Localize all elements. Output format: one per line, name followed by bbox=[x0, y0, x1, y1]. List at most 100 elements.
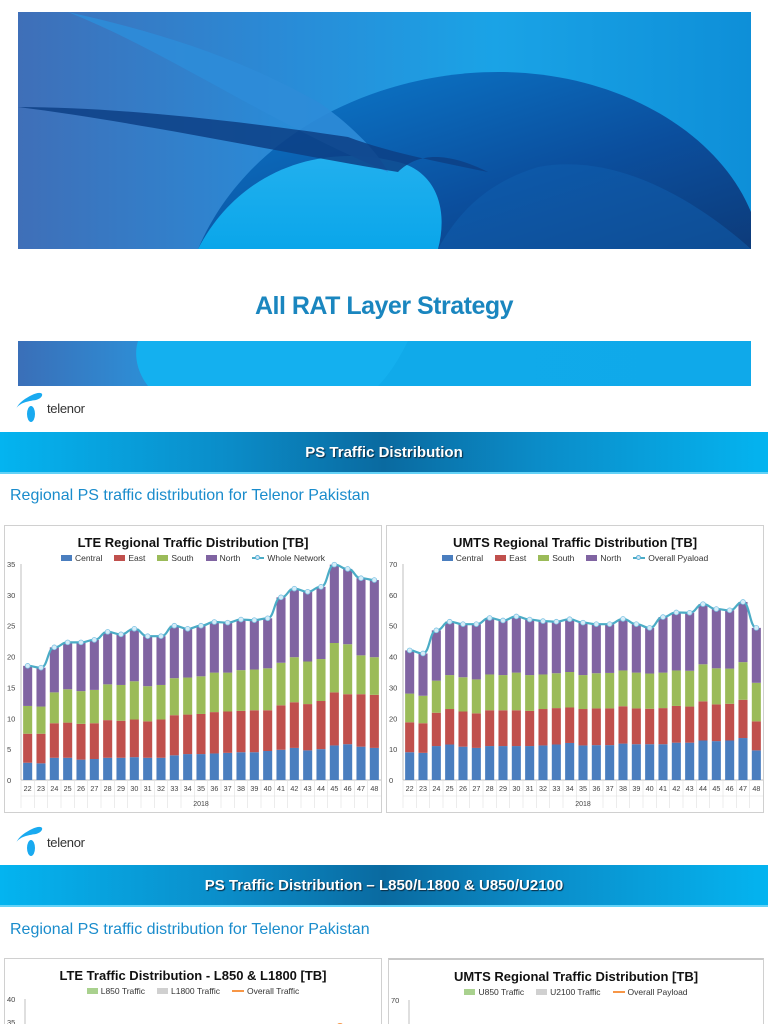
legend-swatch bbox=[495, 555, 507, 561]
chart-title: UMTS Regional Traffic Distribution [TB] bbox=[452, 535, 698, 550]
section-header-ps-traffic: PS Traffic Distribution bbox=[0, 432, 768, 474]
svg-text:34: 34 bbox=[566, 784, 574, 793]
svg-text:2018: 2018 bbox=[193, 801, 209, 808]
svg-text:0: 0 bbox=[389, 776, 393, 785]
legend-item: East bbox=[114, 553, 145, 563]
legend-item: Overall Pyaload bbox=[633, 553, 708, 563]
svg-text:48: 48 bbox=[752, 784, 760, 793]
slide2-subtitle: Regional PS traffic distribution for Tel… bbox=[10, 921, 370, 938]
svg-text:37: 37 bbox=[224, 784, 232, 793]
svg-text:10: 10 bbox=[389, 745, 397, 754]
svg-text:46: 46 bbox=[344, 784, 352, 793]
svg-text:36: 36 bbox=[210, 784, 218, 793]
legend-item: South bbox=[538, 553, 574, 563]
svg-text:28: 28 bbox=[486, 784, 494, 793]
legend-item: Overall Payload bbox=[612, 987, 688, 997]
svg-text:35: 35 bbox=[579, 784, 587, 793]
svg-text:42: 42 bbox=[290, 784, 298, 793]
legend-item: East bbox=[495, 553, 526, 563]
lte-regional-traffic-chart: LTE Regional Traffic Distribution [TB] C… bbox=[4, 525, 382, 813]
abstract-wave-graphic bbox=[18, 12, 751, 249]
slide1-subtitle: Regional PS traffic distribution for Tel… bbox=[10, 487, 370, 504]
legend-label: South bbox=[171, 553, 194, 563]
svg-text:30: 30 bbox=[389, 683, 397, 692]
legend-swatch bbox=[536, 989, 548, 995]
svg-text:43: 43 bbox=[686, 784, 694, 793]
telenor-logo: telenor bbox=[14, 826, 85, 858]
chart-plot-area: 0 5 10 15 20 25 30 35 22 23 24 25 26 27 28 29 30 31 32 33 34… bbox=[7, 560, 381, 808]
svg-text:25: 25 bbox=[64, 784, 72, 793]
chart-plot-area: 70 bbox=[391, 996, 410, 1024]
telenor-logo-icon bbox=[16, 826, 43, 856]
legend-label: Overall Payload bbox=[627, 987, 688, 997]
svg-text:32: 32 bbox=[539, 784, 547, 793]
legend-label: East bbox=[128, 553, 146, 563]
wave-strip-graphic bbox=[136, 341, 408, 386]
legend-item: Whole Network bbox=[252, 553, 325, 563]
svg-text:43: 43 bbox=[304, 784, 312, 793]
legend-swatch bbox=[157, 555, 169, 561]
svg-text:26: 26 bbox=[459, 784, 467, 793]
legend-swatch bbox=[252, 555, 265, 560]
svg-text:70: 70 bbox=[389, 560, 397, 569]
svg-text:22: 22 bbox=[24, 784, 32, 793]
chart-legend: L850 Traffic L1800 Traffic Overall Traffic bbox=[5, 986, 381, 996]
legend-swatch bbox=[60, 555, 72, 561]
svg-text:22: 22 bbox=[406, 784, 414, 793]
legend-item: South bbox=[157, 553, 194, 563]
svg-text:2018: 2018 bbox=[575, 801, 591, 808]
chart-title: UMTS Regional Traffic Distribution [TB] bbox=[453, 969, 699, 984]
svg-text:45: 45 bbox=[712, 784, 720, 793]
legend-label: Whole Network bbox=[267, 553, 326, 563]
svg-text:5: 5 bbox=[7, 745, 11, 754]
svg-text:25: 25 bbox=[7, 622, 15, 631]
svg-text:35: 35 bbox=[7, 560, 15, 569]
legend-label: L1800 Traffic bbox=[170, 986, 220, 996]
telenor-wordmark: telenor bbox=[47, 834, 85, 850]
chart-plot-area: 0 10 20 30 40 50 60 70 22 23 24 25 26 27 28 29 30 31 32 33 3… bbox=[389, 560, 763, 808]
svg-text:20: 20 bbox=[7, 653, 15, 662]
svg-text:46: 46 bbox=[726, 784, 734, 793]
svg-text:37: 37 bbox=[606, 784, 614, 793]
svg-text:20: 20 bbox=[389, 714, 397, 723]
legend-label: South bbox=[552, 553, 575, 563]
legend-item: L1800 Traffic bbox=[156, 986, 220, 996]
telenor-wordmark: telenor bbox=[47, 400, 85, 416]
svg-text:24: 24 bbox=[50, 784, 58, 793]
chart-legend: Central East South North Overall Pyaload bbox=[387, 553, 763, 563]
legend-item: U850 Traffic bbox=[464, 987, 524, 997]
umts-regional-traffic-chart: UMTS Regional Traffic Distribution [TB] … bbox=[386, 525, 764, 813]
svg-text:41: 41 bbox=[659, 784, 667, 793]
svg-text:15: 15 bbox=[7, 683, 15, 692]
svg-text:23: 23 bbox=[37, 784, 45, 793]
svg-text:35: 35 bbox=[7, 1018, 15, 1024]
svg-text:45: 45 bbox=[330, 784, 338, 793]
svg-text:29: 29 bbox=[117, 784, 125, 793]
legend-label: Central bbox=[74, 553, 103, 563]
cover-title: All RAT Layer Strategy bbox=[254, 292, 514, 320]
legend-item: North bbox=[586, 553, 621, 563]
svg-text:31: 31 bbox=[526, 784, 534, 793]
svg-text:41: 41 bbox=[277, 784, 285, 793]
legend-swatch bbox=[633, 555, 646, 560]
section-header-text: PS Traffic Distribution – L850/L1800 & U… bbox=[204, 876, 564, 894]
legend-label: Central bbox=[455, 553, 484, 563]
svg-text:29: 29 bbox=[499, 784, 507, 793]
legend-label: East bbox=[509, 553, 527, 563]
svg-text:48: 48 bbox=[370, 784, 378, 793]
svg-text:35: 35 bbox=[197, 784, 205, 793]
svg-text:25: 25 bbox=[446, 784, 454, 793]
svg-text:44: 44 bbox=[699, 784, 707, 793]
telenor-logo: telenor bbox=[14, 392, 85, 424]
legend-swatch bbox=[464, 989, 476, 995]
svg-text:42: 42 bbox=[672, 784, 680, 793]
svg-text:39: 39 bbox=[250, 784, 258, 793]
svg-text:28: 28 bbox=[104, 784, 112, 793]
svg-text:36: 36 bbox=[592, 784, 600, 793]
umts-band-traffic-chart: UMTS Regional Traffic Distribution [TB] … bbox=[388, 958, 764, 1024]
svg-text:27: 27 bbox=[90, 784, 98, 793]
svg-text:50: 50 bbox=[389, 622, 397, 631]
chart-legend: U850 Traffic U2100 Traffic Overall Payload bbox=[389, 987, 763, 997]
legend-swatch bbox=[586, 555, 598, 561]
cover-hero-image bbox=[18, 12, 751, 249]
